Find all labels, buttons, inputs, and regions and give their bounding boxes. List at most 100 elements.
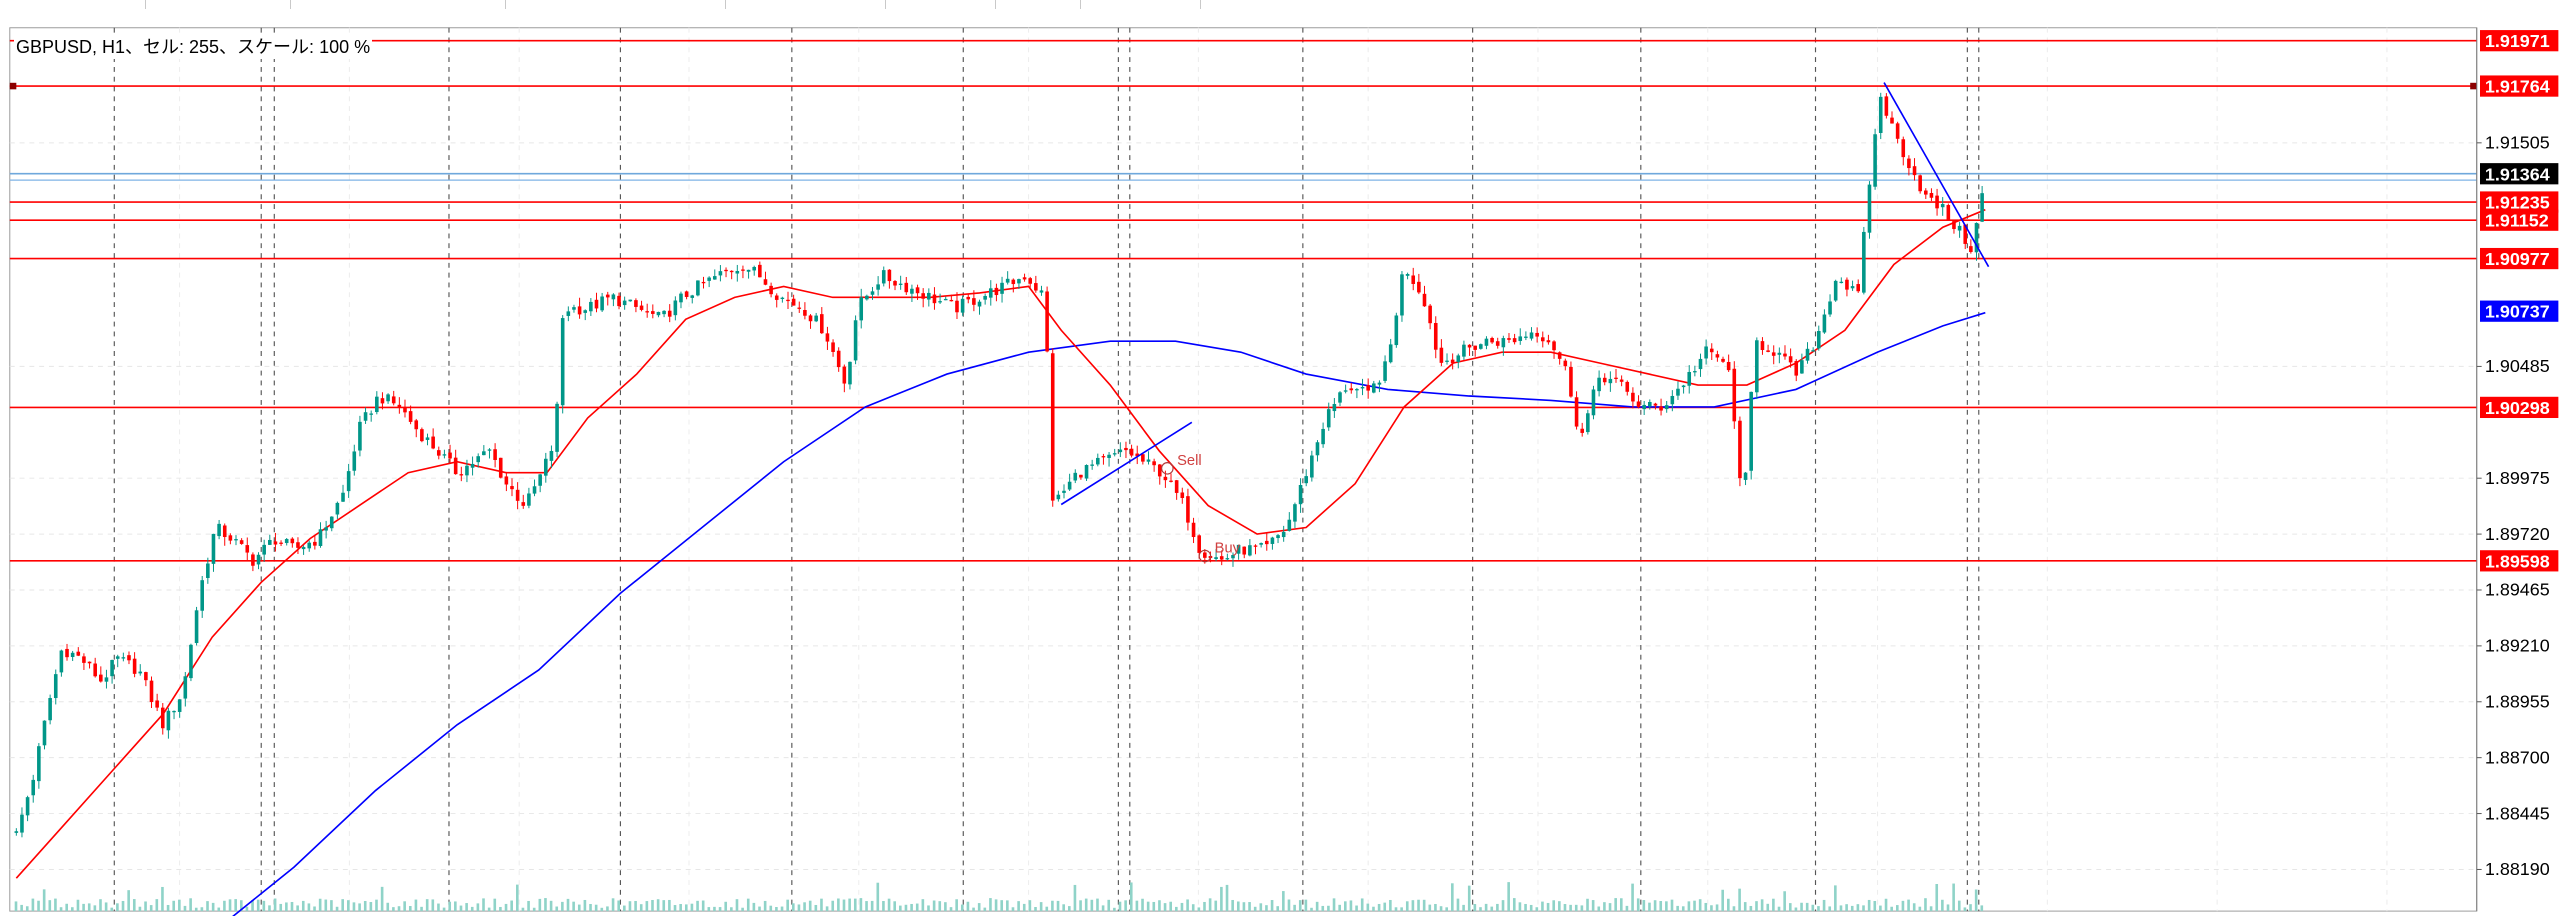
candle-body — [375, 396, 379, 413]
volume-bar — [454, 901, 457, 912]
candle-body — [836, 350, 841, 368]
volume-bar — [1884, 898, 1888, 912]
candle-body — [149, 680, 154, 703]
volume-bar — [769, 905, 773, 912]
candle-body — [442, 454, 447, 456]
candle-body — [341, 492, 345, 502]
volume-bar — [1484, 903, 1488, 912]
volume-bar — [1259, 903, 1263, 912]
volume-bar — [1642, 900, 1646, 912]
volume-bar — [1422, 899, 1426, 912]
candle-body — [527, 493, 531, 506]
candle-body — [583, 310, 588, 313]
candle-body — [1022, 277, 1027, 280]
volume-bar — [1434, 903, 1437, 912]
volume-bar — [397, 906, 401, 912]
volume-bar — [1073, 884, 1077, 912]
volume-bar — [1659, 901, 1663, 912]
volume-bar — [1332, 898, 1336, 912]
candle-body — [1045, 291, 1049, 352]
candle-body — [1349, 388, 1354, 391]
volume-bar — [1704, 902, 1708, 912]
volume-bar — [1608, 903, 1612, 912]
volume-bar — [566, 898, 570, 912]
volume-bar — [651, 899, 654, 912]
candle-body — [1377, 382, 1382, 385]
volume-bar — [369, 902, 373, 912]
candle-body — [493, 449, 497, 460]
session-separators — [113, 27, 1980, 912]
trade-marker-icon — [1198, 549, 1212, 563]
candle-body — [1946, 205, 1951, 220]
candle-body — [482, 451, 486, 456]
candle-body — [662, 310, 666, 315]
candle-body — [746, 269, 751, 272]
candle-body — [1417, 281, 1421, 293]
candle-body — [470, 463, 475, 468]
candle-body — [59, 650, 64, 673]
candle-body — [1557, 352, 1562, 359]
candle-body — [1298, 485, 1303, 505]
candle-body — [1112, 453, 1117, 455]
volume-bar — [1963, 907, 1967, 912]
candle-body — [510, 486, 514, 490]
candle-body — [555, 403, 559, 452]
volume-bar — [1439, 906, 1443, 912]
candle-body — [380, 398, 385, 404]
volume-bar — [1501, 900, 1505, 912]
volume-bar — [273, 898, 277, 912]
candle-body — [544, 458, 548, 476]
volume-bar — [1022, 903, 1026, 912]
candle-body — [1625, 381, 1630, 392]
volume-bar — [1445, 907, 1448, 912]
candle-body — [859, 297, 864, 321]
ma-fast-line — [15, 208, 1986, 879]
price-tag-label: 1.91971 — [2485, 31, 2550, 51]
volume-bar — [1158, 900, 1161, 912]
volume-bar — [1141, 898, 1144, 912]
candle-body — [1681, 385, 1686, 388]
volume-bar — [1220, 886, 1223, 912]
candle-body — [1388, 344, 1393, 363]
volume-bar — [408, 906, 412, 912]
candle-body — [1056, 494, 1061, 500]
candle-body — [1664, 405, 1669, 410]
candle-body — [1974, 222, 1979, 253]
candle-body — [1118, 449, 1123, 453]
volume-bar — [1710, 905, 1713, 912]
candle-body — [132, 658, 137, 674]
candle-body — [1310, 455, 1314, 478]
toolbar-separator — [995, 0, 996, 9]
volume-bar — [825, 906, 829, 912]
volume-bar — [279, 903, 283, 912]
volume-bar — [48, 900, 52, 912]
volume-bar — [459, 905, 463, 912]
candle-body — [1771, 352, 1776, 356]
candle-body — [1495, 341, 1500, 346]
candle-body — [729, 270, 734, 273]
price-tag-box — [2480, 550, 2559, 572]
volume-bar — [994, 899, 998, 912]
volume-bar — [1952, 883, 1955, 912]
volume-bar — [1372, 906, 1375, 912]
volume-bar — [189, 898, 192, 912]
volume-bar — [234, 899, 237, 912]
volume-bar — [555, 906, 559, 912]
volume-bar — [1828, 906, 1832, 912]
volume-bar — [1890, 906, 1893, 912]
candle-body — [915, 287, 920, 294]
volume-bar — [307, 903, 311, 912]
toolbar-separator — [145, 0, 146, 9]
volume-bar — [20, 904, 23, 912]
candle-body — [566, 311, 571, 316]
volume-bar — [1800, 902, 1803, 912]
candle-body — [960, 298, 965, 313]
candle-body — [831, 342, 835, 352]
price-tick-label: 1.89720 — [2485, 524, 2550, 544]
volume-bar — [668, 899, 671, 912]
candle-body — [1518, 336, 1523, 341]
price-tick-label: 1.88190 — [2485, 859, 2550, 879]
candle-body — [234, 539, 238, 541]
